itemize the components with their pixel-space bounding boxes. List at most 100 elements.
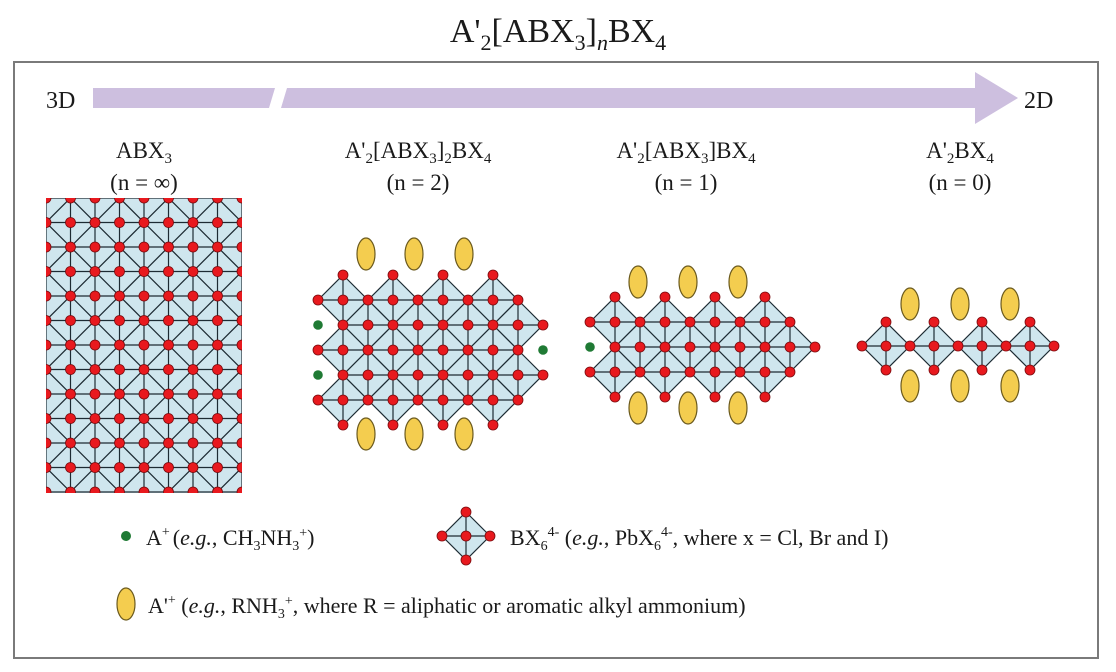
organic-cation <box>454 237 474 271</box>
a-cation <box>335 463 345 473</box>
organic-cation <box>678 265 698 299</box>
x-anion <box>163 413 174 424</box>
x-anion <box>114 437 125 449</box>
formula-n2: A'2[ABX3]2BX4 (n = 2) <box>345 138 492 195</box>
x-anion <box>17 438 27 448</box>
x-anion <box>387 319 399 331</box>
x-anion <box>187 266 199 277</box>
x-anion <box>163 290 174 302</box>
x-anion <box>609 391 621 403</box>
x-anion <box>89 413 101 424</box>
organic-cation <box>1000 287 1020 321</box>
x-anion <box>138 364 150 375</box>
x-anion <box>362 319 374 331</box>
x-anion <box>659 366 671 378</box>
a-cation <box>17 487 27 497</box>
x-anion <box>362 294 374 306</box>
x-anion <box>436 530 448 542</box>
x-anion <box>236 388 242 400</box>
x-anion <box>114 339 125 351</box>
x-anion <box>138 198 150 204</box>
a-cation <box>17 193 27 203</box>
x-anion <box>17 193 27 203</box>
x-anion <box>1024 364 1036 376</box>
x-anion <box>1000 340 1012 352</box>
x-anion <box>437 294 449 306</box>
x-anion <box>462 294 474 306</box>
x-anion <box>412 294 424 306</box>
x-anion <box>460 554 472 566</box>
x-anion <box>187 339 199 351</box>
x-anion <box>462 394 474 406</box>
organic-cation <box>454 417 474 451</box>
x-anion <box>163 364 174 375</box>
x-anion <box>163 486 174 493</box>
x-anion <box>634 316 646 328</box>
x-anion <box>65 266 76 277</box>
a-cation <box>262 193 272 203</box>
x-anion <box>138 388 150 400</box>
x-anion <box>976 316 988 328</box>
x-anion <box>138 290 150 302</box>
x-anion <box>362 394 374 406</box>
x-anion <box>437 369 449 381</box>
a-cation <box>286 463 296 473</box>
x-anion <box>337 344 349 356</box>
octahedron <box>241 417 242 420</box>
x-anion <box>759 291 771 303</box>
x-anion <box>412 319 424 331</box>
x-anion <box>114 198 125 204</box>
x-anion <box>65 462 76 473</box>
x-anion <box>89 388 101 400</box>
x-anion <box>387 344 399 356</box>
octahedron <box>291 198 340 247</box>
x-anion <box>262 242 272 252</box>
a-cation <box>585 342 595 352</box>
octahedron <box>241 221 242 224</box>
x-anion <box>286 487 296 497</box>
x-anion <box>41 169 51 179</box>
x-anion <box>237 169 247 179</box>
octahedron <box>241 319 242 322</box>
x-anion <box>784 366 796 378</box>
x-anion <box>187 413 199 424</box>
x-anion <box>734 316 746 328</box>
dimensionality-arrow <box>93 72 1018 124</box>
x-anion <box>236 290 242 302</box>
formula-abx3: ABX3 (n = ∞) <box>110 138 178 195</box>
x-anion <box>90 169 100 179</box>
a-cation <box>311 193 321 203</box>
x-anion <box>17 242 27 252</box>
x-anion <box>138 315 150 326</box>
x-anion <box>584 316 596 328</box>
x-anion <box>89 290 101 302</box>
x-anion <box>286 365 296 375</box>
a-cation <box>262 340 272 350</box>
x-anion <box>89 486 101 493</box>
x-anion <box>236 198 242 204</box>
x-anion <box>65 364 76 375</box>
legend-organic-cation-text: A'+ (e.g., RNH3+, where R = aliphatic or… <box>148 593 746 622</box>
x-anion <box>163 462 174 473</box>
x-anion <box>437 269 449 281</box>
x-anion <box>512 344 524 356</box>
octahedron <box>216 466 242 493</box>
a-cation <box>262 242 272 252</box>
x-anion <box>65 290 76 302</box>
x-anion <box>460 530 472 542</box>
x-anion <box>387 294 399 306</box>
x-anion <box>46 241 52 253</box>
x-anion <box>437 394 449 406</box>
x-anion <box>412 394 424 406</box>
structure-3d-bulk <box>17 169 345 497</box>
x-anion <box>512 319 524 331</box>
organic-cation <box>900 287 920 321</box>
x-anion <box>163 217 174 228</box>
organic-cation <box>728 265 748 299</box>
organic-cation <box>900 369 920 403</box>
octahedron <box>267 370 316 419</box>
x-anion <box>684 366 696 378</box>
x-anion <box>236 217 242 228</box>
x-anion <box>487 319 499 331</box>
x-anion <box>337 319 349 331</box>
